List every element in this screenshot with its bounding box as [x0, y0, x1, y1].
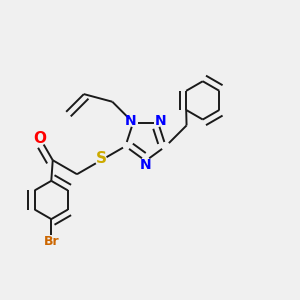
Text: N: N [140, 158, 152, 172]
Text: N: N [125, 114, 136, 128]
Text: N: N [155, 114, 167, 128]
Text: O: O [34, 131, 47, 146]
Text: Br: Br [44, 235, 59, 248]
Text: S: S [96, 151, 107, 166]
